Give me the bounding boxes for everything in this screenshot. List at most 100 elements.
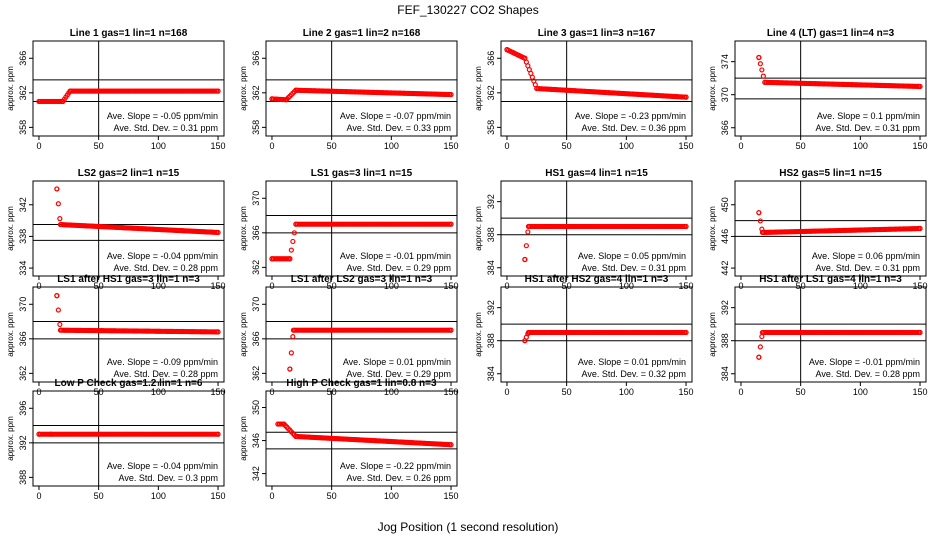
slope-annotation: Ave. Slope = -0.05 ppm/min (107, 111, 218, 121)
y-tick-label: 342 (251, 466, 261, 481)
y-tick-label: 366 (251, 51, 261, 66)
panel-title: Line 3 gas=1 lin=3 n=167 (538, 28, 656, 39)
slope-annotation: Ave. Slope = 0.06 ppm/min (812, 251, 920, 261)
panel: HS2 gas=5 lin=1 n=15 0 50 100 150 442 446 450ap… (708, 168, 928, 291)
x-tick-label: 100 (151, 491, 166, 501)
data-point (759, 333, 765, 340)
data-point (504, 47, 510, 53)
data-point (57, 216, 63, 222)
x-tick-label: 100 (853, 281, 868, 291)
y-tick-label: 366 (18, 331, 28, 346)
y-tick-label: 370 (251, 297, 261, 312)
panel: Line 1 gas=1 lin=1 n=168 0 50 100 150 358 362 3… (6, 28, 226, 151)
slope-annotation: Ave. Slope = -0.01 ppm/min (340, 251, 451, 261)
data-point (525, 229, 531, 235)
slope-annotation: Ave. Slope = 0.01 ppm/min (578, 357, 686, 367)
y-tick-label: 392 (720, 300, 730, 315)
panel-title: High P Check gas=1 lin=0.8 n=3 (286, 378, 437, 389)
data-point (55, 201, 61, 207)
slope-annotation: Ave. Slope = -0.09 ppm/min (107, 357, 218, 367)
data-point (275, 421, 281, 427)
x-tick-label: 150 (211, 387, 226, 397)
slope-annotation: Ave. Slope = -0.07 ppm/min (340, 111, 451, 121)
slope-annotation: Ave. Slope = -0.04 ppm/min (107, 461, 218, 471)
x-tick-label: 50 (327, 491, 337, 501)
data-point (522, 338, 528, 344)
y-tick-label: 370 (720, 87, 730, 102)
data-point (523, 243, 529, 249)
y-tick-label: 396 (18, 401, 28, 416)
y-tick-label: 384 (720, 366, 730, 381)
stddev-annotation: Ave. Std. Dev. = 0.29 ppm (347, 263, 451, 273)
data-point (57, 321, 63, 328)
y-axis-label: approx. ppm (6, 206, 15, 251)
panel: HS1 after LS1 gas=4 lin=1 n=3 0 50 100 150 38… (708, 274, 928, 397)
y-axis-label: approx. ppm (708, 206, 717, 251)
data-point (287, 366, 293, 372)
data-point (290, 238, 296, 245)
data-point (534, 85, 540, 92)
data-series (522, 329, 689, 344)
x-tick-label: 0 (269, 491, 274, 501)
y-axis-label: approx. ppm (474, 312, 483, 357)
stddev-annotation: Ave. Std. Dev. = 0.28 ppm (114, 369, 218, 379)
slope-annotation: Ave. Slope = 0.1 ppm/min (817, 111, 920, 121)
panel-frame (32, 40, 225, 137)
panels: Line 1 gas=1 lin=1 n=168 0 50 100 150 358 362 3… (6, 28, 928, 501)
figure-title: FEF_130227 CO2 Shapes (397, 3, 538, 17)
data-series (269, 221, 454, 262)
y-axis-label: approx. ppm (6, 416, 15, 461)
data-series (522, 223, 689, 263)
y-tick-label: 370 (251, 191, 261, 206)
data-series (36, 431, 221, 437)
y-tick-label: 342 (18, 197, 28, 212)
y-tick-label: 392 (486, 300, 496, 315)
x-tick-label: 150 (444, 281, 459, 291)
data-point (290, 334, 296, 340)
data-point (762, 79, 768, 85)
panel: HS1 gas=4 lin=1 n=15 0 50 100 150 384 388 392ap… (474, 168, 694, 291)
panel-title: HS1 gas=4 lin=1 n=15 (545, 168, 648, 179)
data-point (291, 230, 297, 236)
y-tick-label: 338 (18, 229, 28, 244)
data-point (288, 350, 294, 356)
x-tick-label: 50 (796, 141, 806, 151)
y-axis-label: approx. ppm (474, 206, 483, 251)
panel-frame (32, 286, 225, 383)
panel-frame (734, 40, 927, 137)
y-axis-label: approx. ppm (239, 416, 248, 461)
data-point (54, 293, 60, 299)
stddev-annotation: Ave. Std. Dev. = 0.36 ppm (582, 123, 686, 133)
x-tick-label: 0 (269, 141, 274, 151)
x-tick-label: 0 (36, 387, 41, 397)
stddev-annotation: Ave. Std. Dev. = 0.26 ppm (347, 473, 451, 483)
data-point (55, 307, 61, 313)
panel: LS2 gas=2 lin=1 n=15 0 50 100 150 334 338 342ap… (6, 168, 226, 291)
panel-title: LS1 after HS1 gas=3 lin=1 n=3 (57, 274, 200, 285)
stddev-annotation: Ave. Std. Dev. = 0.29 ppm (347, 369, 451, 379)
data-series (36, 88, 221, 105)
data-point (293, 87, 299, 93)
stddev-annotation: Ave. Std. Dev. = 0.31 ppm (114, 123, 218, 133)
data-point (281, 421, 287, 427)
y-axis-label: approx. ppm (6, 66, 15, 111)
x-tick-label: 0 (269, 281, 274, 291)
data-point (683, 223, 689, 230)
panel-title: HS1 after HS2 gas=4 lin=1 n=3 (525, 274, 669, 285)
data-point (269, 96, 275, 102)
y-axis-label: approx. ppm (708, 66, 717, 111)
data-point (54, 186, 60, 192)
panel-frame (734, 180, 927, 277)
x-tick-label: 50 (796, 281, 806, 291)
data-point (759, 329, 766, 336)
stddev-annotation: Ave. Std. Dev. = 0.31 ppm (816, 123, 920, 133)
data-point (683, 329, 689, 336)
y-tick-label: 450 (720, 197, 730, 212)
y-tick-label: 366 (18, 51, 28, 66)
y-tick-label: 442 (720, 261, 730, 276)
y-tick-label: 374 (720, 54, 730, 69)
y-axis-label: approx. ppm (239, 206, 248, 251)
data-point (448, 91, 454, 98)
data-point (57, 327, 64, 333)
y-axis-label: approx. ppm (239, 66, 248, 111)
